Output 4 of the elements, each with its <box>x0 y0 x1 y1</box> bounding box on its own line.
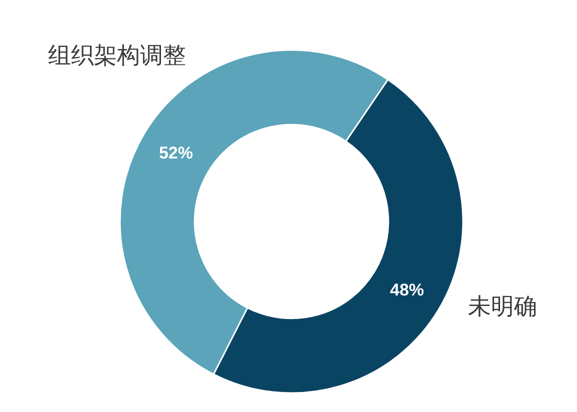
slice-label: 未明确 <box>468 293 537 319</box>
data-label: 48% <box>390 280 424 300</box>
slice-label: 组织架构调整 <box>48 42 186 68</box>
data-label: 52% <box>158 144 194 163</box>
